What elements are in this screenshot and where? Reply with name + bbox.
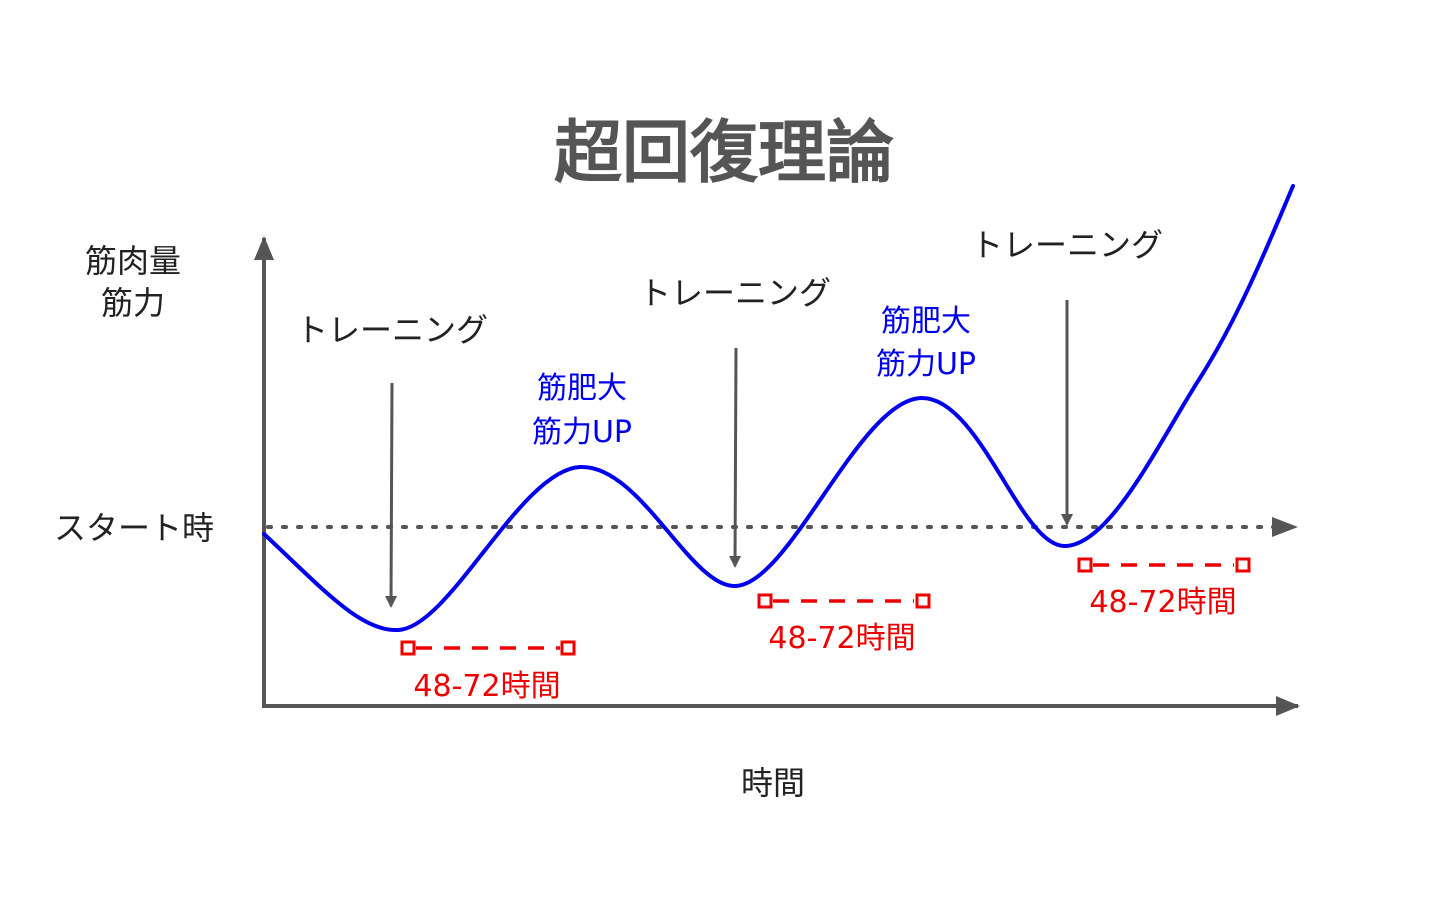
training-arrow-1 <box>385 382 398 608</box>
baseline-arrow-icon <box>1272 517 1298 537</box>
supercompensation-curve <box>262 184 1295 633</box>
training-label-1: トレーニング <box>296 311 488 349</box>
growth-label-2-line2: 筋力UP <box>876 347 976 382</box>
growth-label-2-line1: 筋肥大 <box>881 304 971 339</box>
recovery-label-1: 48-72時間 <box>413 669 560 704</box>
growth-label-1-line1: 筋肥大 <box>537 371 627 406</box>
baseline-label: スタート時 <box>54 509 214 547</box>
training-arrow-2 <box>729 347 742 568</box>
recovery-period-3 <box>1077 557 1251 573</box>
growth-label-1-line2: 筋力UP <box>532 415 632 450</box>
recovery-label-3: 48-72時間 <box>1089 585 1236 620</box>
y-axis-label-line1: 筋肉量 <box>85 242 181 280</box>
recovery-period-2 <box>757 593 931 609</box>
training-label-2: トレーニング <box>639 274 831 312</box>
y-axis-label-line2: 筋力 <box>101 284 165 322</box>
recovery-label-2: 48-72時間 <box>768 621 915 656</box>
x-axis-label: 時間 <box>741 764 805 802</box>
diagram-title: 超回復理論 <box>554 114 894 193</box>
recovery-period-1 <box>400 640 576 656</box>
training-label-3: トレーニング <box>971 226 1163 264</box>
